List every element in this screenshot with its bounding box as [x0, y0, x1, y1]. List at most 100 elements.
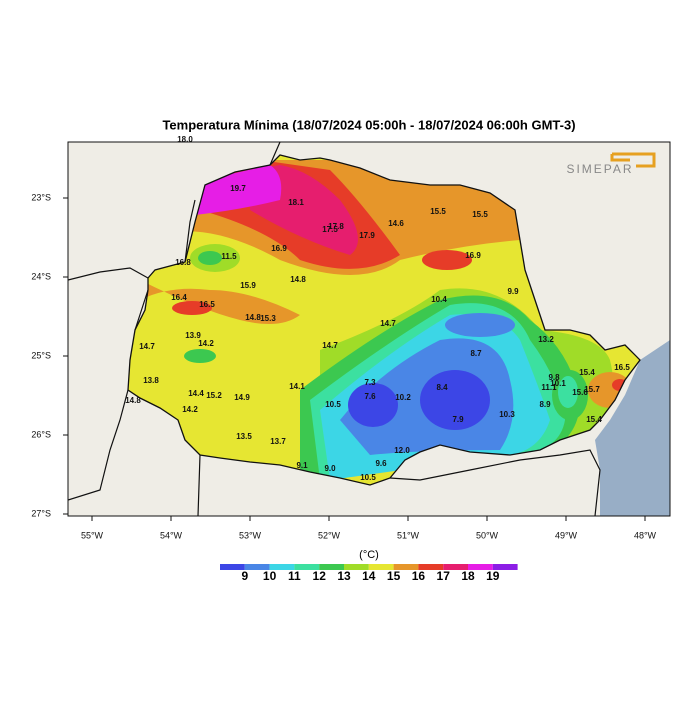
station-value: 18.1 — [288, 198, 304, 207]
station-value: 14.2 — [198, 339, 214, 348]
colorbar-swatch — [468, 564, 493, 570]
station-value: 14.7 — [139, 342, 155, 351]
map-title: Temperatura Mínima (18/07/2024 05:00h - … — [162, 117, 575, 132]
colorbar-swatch — [344, 564, 369, 570]
station-value: 12.0 — [394, 446, 410, 455]
station-value: 16.5 — [199, 300, 215, 309]
station-value: 10.3 — [499, 410, 515, 419]
longitude-label: 52°W — [318, 530, 341, 540]
station-value: 9.0 — [324, 464, 336, 473]
station-value: 14.7 — [322, 341, 338, 350]
station-value: 14.4 — [188, 389, 204, 398]
latitude-label: 23°S — [31, 192, 51, 202]
station-value: 14.6 — [388, 219, 404, 228]
station-value: 9.9 — [507, 287, 519, 296]
colorbar-label: 19 — [486, 569, 500, 583]
colorbar-label: 16 — [412, 569, 426, 583]
station-value: 17.8 — [328, 222, 344, 231]
logo-text: SIMEPAR — [566, 162, 633, 176]
logo-mark — [610, 152, 656, 168]
station-value: 15.2 — [206, 391, 222, 400]
colorbar-label: 12 — [313, 569, 327, 583]
station-value: 14.8 — [245, 313, 261, 322]
colorbar-swatch — [244, 564, 270, 570]
station-value: 15.4 — [579, 368, 595, 377]
station-value: 10.4 — [431, 295, 447, 304]
station-value: 15.6 — [572, 388, 588, 397]
colorbar-label: 18 — [461, 569, 475, 583]
temperature-field — [128, 155, 640, 485]
latitude-label: 27°S — [31, 508, 51, 518]
station-value: 9.1 — [296, 461, 308, 470]
colorbar-label: 15 — [387, 569, 401, 583]
station-value: 18.0 — [177, 135, 193, 144]
station-value: 19.7 — [230, 184, 246, 193]
station-value: 15.4 — [586, 415, 602, 424]
station-value: 13.9 — [185, 331, 201, 340]
colorbar-swatch — [319, 564, 344, 570]
latitude-label: 26°S — [31, 429, 51, 439]
station-value: 7.9 — [452, 415, 464, 424]
station-value: 8.4 — [436, 383, 448, 392]
station-value: 10.1 — [550, 379, 566, 388]
colorbar-swatch — [393, 564, 419, 570]
station-value: 11.1 — [541, 383, 557, 392]
map-layers — [68, 142, 670, 516]
station-value: 15.5 — [430, 207, 446, 216]
station-value: 17.9 — [359, 231, 375, 240]
colorbar-label: 9 — [241, 569, 248, 583]
colorbar-swatch — [269, 564, 295, 570]
station-value: 15.3 — [260, 314, 276, 323]
station-value: 14.9 — [234, 393, 250, 402]
colorbar-label: 17 — [437, 569, 451, 583]
station-value: 7.3 — [364, 378, 376, 387]
station-value: 16.9 — [271, 244, 287, 253]
station-value: 11.5 — [221, 252, 237, 261]
longitude-label: 49°W — [555, 530, 578, 540]
station-value: 16.9 — [465, 251, 481, 260]
latitude-label: 25°S — [31, 350, 51, 360]
latitude-label: 24°S — [31, 271, 51, 281]
colorbar-swatch — [418, 564, 444, 570]
station-value: 10.5 — [325, 400, 341, 409]
station-value: 15.5 — [472, 210, 488, 219]
longitude-label: 53°W — [239, 530, 262, 540]
longitude-label: 55°W — [81, 530, 104, 540]
station-value: 16.4 — [171, 293, 187, 302]
colorbar-label: 10 — [263, 569, 277, 583]
station-value: 8.9 — [539, 400, 551, 409]
station-value: 14.1 — [289, 382, 305, 391]
station-value: 14.8 — [290, 275, 306, 284]
borders — [68, 142, 601, 516]
station-value: 8.7 — [470, 349, 482, 358]
station-value: 14.7 — [380, 319, 396, 328]
station-value: 14.8 — [125, 396, 141, 405]
station-value: 16.5 — [614, 363, 630, 372]
station-value: 9.6 — [375, 459, 387, 468]
station-value: 13.7 — [270, 437, 286, 446]
station-value: 10.2 — [395, 393, 411, 402]
longitude-label: 51°W — [397, 530, 420, 540]
colorbar-swatch — [368, 564, 394, 570]
colorbar-swatch — [220, 564, 245, 570]
longitude-label: 54°W — [160, 530, 183, 540]
map-frame — [67, 141, 671, 517]
colorbar-label: 11 — [288, 569, 301, 583]
longitude-label: 48°W — [634, 530, 657, 540]
station-value: 9.8 — [548, 373, 560, 382]
station-value: 13.2 — [538, 335, 554, 344]
colorbar-swatch — [443, 564, 468, 570]
station-value: 17.5 — [322, 225, 338, 234]
station-value: 14.2 — [182, 405, 198, 414]
station-value: 15.7 — [584, 385, 600, 394]
station-value: 15.9 — [240, 281, 256, 290]
colorbar-swatch — [492, 564, 518, 570]
colorbar-swatch — [294, 564, 320, 570]
station-value: 10.5 — [360, 473, 376, 482]
longitude-label: 50°W — [476, 530, 499, 540]
station-value: 16.8 — [175, 258, 191, 267]
station-value: 13.5 — [236, 432, 252, 441]
ocean — [595, 340, 670, 516]
colorbar-label: 13 — [337, 569, 351, 583]
